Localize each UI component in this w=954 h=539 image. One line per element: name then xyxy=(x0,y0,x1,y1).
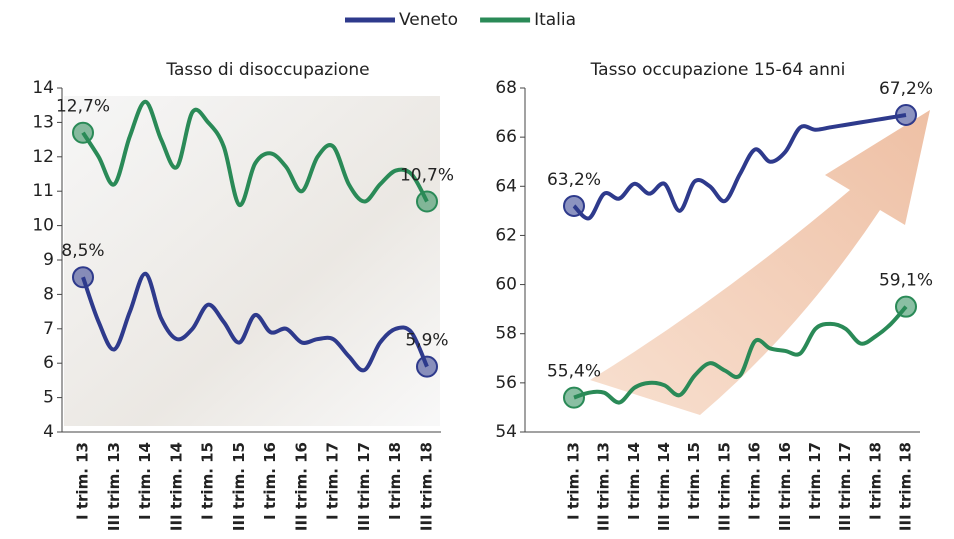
data-label: 5,9% xyxy=(405,331,448,351)
legend: Veneto Italia xyxy=(345,10,576,30)
y-tick-label: 68 xyxy=(495,78,517,98)
background-photo xyxy=(64,96,440,426)
x-tick-label: III trim. 17 xyxy=(355,442,373,531)
x-tick-label: III trim. 13 xyxy=(595,442,613,531)
data-label: 67,2% xyxy=(879,79,933,99)
y-tick-label: 13 xyxy=(32,112,54,132)
y-tick-label: 14 xyxy=(32,78,54,98)
y-tick-label: 66 xyxy=(495,127,517,147)
x-tick-label: I trim. 17 xyxy=(806,442,824,520)
y-tick-label: 6 xyxy=(43,353,54,373)
x-tick-label: III trim. 13 xyxy=(105,442,123,531)
x-tick-label: III trim. 16 xyxy=(776,442,794,531)
y-tick-label: 58 xyxy=(495,324,517,344)
y-tick-label: 56 xyxy=(495,373,517,393)
point-marker xyxy=(417,192,437,212)
background-arrow xyxy=(590,110,930,415)
x-tick-label: I trim. 17 xyxy=(324,442,342,520)
x-tick-label: III trim. 18 xyxy=(897,442,915,531)
data-label: 10,7% xyxy=(400,166,454,186)
point-marker xyxy=(564,196,584,216)
x-tick-label: I trim. 18 xyxy=(386,442,404,520)
x-tick-label: I trim. 16 xyxy=(261,442,279,520)
y-tick-label: 5 xyxy=(43,388,54,408)
y-tick-label: 60 xyxy=(495,275,517,295)
x-tick-label: I trim. 15 xyxy=(199,442,217,520)
y-tick-label: 7 xyxy=(43,319,54,339)
point-marker xyxy=(896,297,916,317)
x-tick-label: III trim. 18 xyxy=(418,442,436,531)
data-label: 59,1% xyxy=(879,271,933,291)
x-tick-label: I trim. 15 xyxy=(685,442,703,520)
x-tick-label: I trim. 13 xyxy=(74,442,92,520)
data-label: 55,4% xyxy=(547,362,601,382)
x-tick-label: I trim. 13 xyxy=(565,442,583,520)
point-marker xyxy=(73,123,93,143)
data-label: 63,2% xyxy=(547,170,601,190)
x-tick-label: III trim. 15 xyxy=(230,442,248,531)
y-tick-label: 8 xyxy=(43,284,54,304)
data-label: 12,7% xyxy=(56,97,110,117)
chart-title: Tasso di disoccupazione xyxy=(165,60,369,80)
y-tick-label: 62 xyxy=(495,225,517,245)
x-tick-label: III trim. 16 xyxy=(292,442,310,531)
x-tick-label: I trim. 14 xyxy=(136,442,154,520)
data-label: 8,5% xyxy=(61,241,104,261)
y-tick-label: 64 xyxy=(495,176,517,196)
legend-label: Italia xyxy=(534,10,576,30)
x-tick-label: I trim. 16 xyxy=(746,442,764,520)
x-tick-label: III trim. 15 xyxy=(715,442,733,531)
x-tick-label: III trim. 17 xyxy=(836,442,854,531)
x-tick-label: I trim. 14 xyxy=(625,442,643,520)
x-tick-label: III trim. 14 xyxy=(167,442,185,531)
x-tick-label: I trim. 18 xyxy=(866,442,884,520)
dashboard: VenetoItalia Tasso di disoccupazione4567… xyxy=(0,0,954,539)
y-tick-label: 9 xyxy=(43,250,54,270)
y-tick-label: 54 xyxy=(495,422,517,442)
legend-label: Veneto xyxy=(399,10,458,30)
y-tick-label: 10 xyxy=(32,216,54,236)
point-marker xyxy=(417,357,437,377)
point-marker xyxy=(564,388,584,408)
y-tick-label: 11 xyxy=(32,181,54,201)
chart-title: Tasso occupazione 15-64 anni xyxy=(590,60,846,80)
point-marker xyxy=(896,105,916,125)
y-tick-label: 12 xyxy=(32,147,54,167)
point-marker xyxy=(73,267,93,287)
y-tick-label: 4 xyxy=(43,422,54,442)
x-tick-label: III trim. 14 xyxy=(655,442,673,531)
